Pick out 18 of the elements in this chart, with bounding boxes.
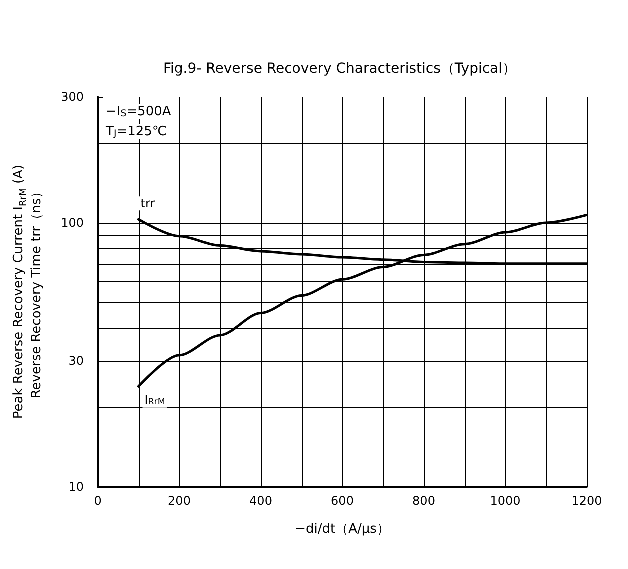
y-tick-label: 10 (68, 480, 84, 494)
x-tick-label: 1000 (490, 494, 521, 508)
x-tick-label: 200 (168, 494, 191, 508)
x-tick-label: 800 (412, 494, 436, 508)
chart-title: Fig.9- Reverse Recovery Characteristics（Typical） (163, 61, 517, 77)
series-label: IRrM (144, 393, 166, 408)
y-tick-label: 100 (61, 216, 84, 230)
y-tick-label: 30 (68, 354, 84, 368)
y-axis-title: Peak Reverse Recovery Current IRrM (A) Reverse Recovery Time trr（ns） (12, 164, 44, 420)
y-tick-label: 300 (61, 90, 84, 104)
annotation: −IS=500A (106, 104, 172, 120)
series-label: trr (140, 196, 156, 211)
x-tick-label: 400 (250, 494, 272, 508)
annotation: TJ=125℃ (105, 124, 168, 140)
x-axis-title: −di/dt（A/μs） (295, 522, 390, 537)
x-tick-label: 1200 (572, 494, 602, 508)
x-tick-label: 0 (94, 494, 102, 508)
x-tick-label: 600 (331, 494, 354, 508)
